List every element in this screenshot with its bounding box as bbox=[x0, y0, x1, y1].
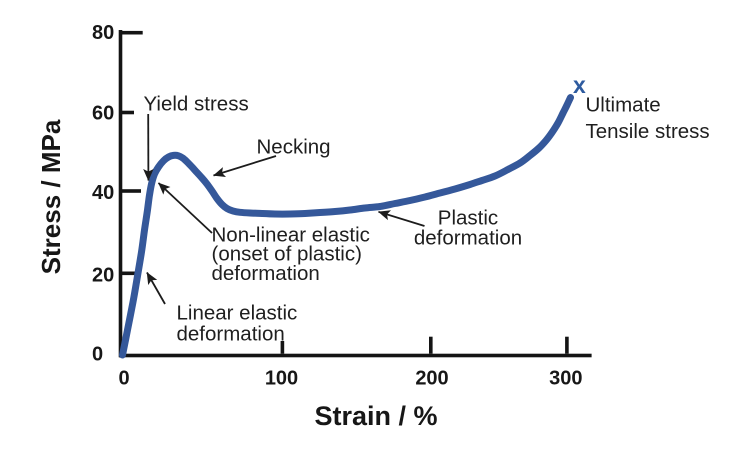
svg-text:200: 200 bbox=[415, 367, 448, 389]
svg-text:Yield stress: Yield stress bbox=[144, 93, 249, 116]
svg-text:Stress / MPa: Stress / MPa bbox=[36, 119, 66, 274]
svg-text:Tensile stress: Tensile stress bbox=[586, 120, 710, 143]
svg-text:0: 0 bbox=[92, 344, 103, 366]
svg-text:20: 20 bbox=[92, 265, 114, 287]
svg-text:deformation: deformation bbox=[177, 323, 285, 346]
svg-text:Necking: Necking bbox=[257, 136, 331, 159]
svg-text:40: 40 bbox=[92, 182, 114, 204]
svg-text:deformation: deformation bbox=[212, 262, 320, 285]
svg-text:80: 80 bbox=[92, 22, 114, 44]
svg-text:300: 300 bbox=[549, 367, 582, 389]
svg-text:Plastic: Plastic bbox=[438, 207, 498, 230]
svg-text:Strain / %: Strain / % bbox=[314, 401, 437, 431]
svg-text:Ultimate: Ultimate bbox=[586, 94, 661, 117]
svg-text:(onset of plastic): (onset of plastic) bbox=[212, 243, 362, 266]
svg-text:60: 60 bbox=[92, 102, 114, 124]
svg-text:x: x bbox=[573, 72, 586, 98]
svg-text:deformation: deformation bbox=[414, 227, 522, 250]
svg-text:Linear elastic: Linear elastic bbox=[177, 302, 298, 325]
svg-text:Non-linear elastic: Non-linear elastic bbox=[212, 223, 370, 246]
svg-text:0: 0 bbox=[118, 367, 129, 389]
svg-text:100: 100 bbox=[265, 367, 298, 389]
